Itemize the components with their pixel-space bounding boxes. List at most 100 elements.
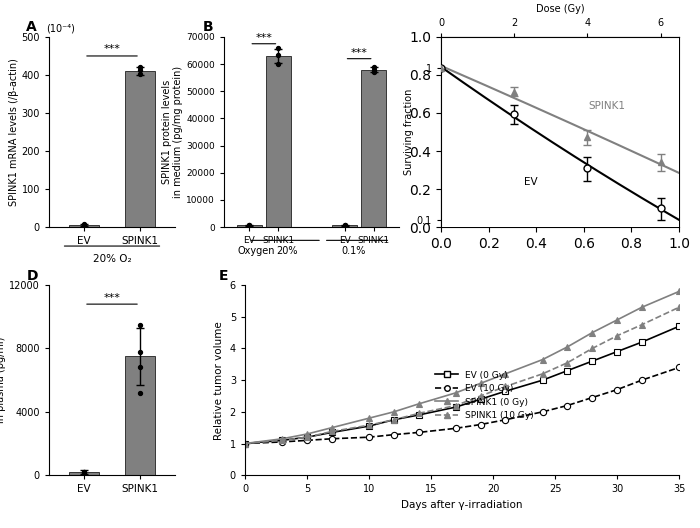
EV (0 Gy) <box>278 437 286 444</box>
Bar <box>125 356 155 475</box>
Bar <box>237 225 262 227</box>
EV (0 Gy) <box>452 404 460 410</box>
EV (10 Gy) <box>588 394 596 401</box>
EV (0 Gy) <box>538 377 547 383</box>
SPINK1 (10 Gy) <box>278 437 286 444</box>
EV (0 Gy) <box>675 323 683 329</box>
Text: E: E <box>219 269 228 282</box>
SPINK1 (0 Gy) <box>365 415 373 421</box>
EV (0 Gy) <box>241 440 249 447</box>
Point <box>244 222 255 230</box>
Point <box>134 347 146 356</box>
Text: SPINK1: SPINK1 <box>589 101 626 111</box>
Legend: EV (0 Gy), EV (10 Gy), SPINK1 (0 Gy), SPINK1 (10 Gy): EV (0 Gy), EV (10 Gy), SPINK1 (0 Gy), SP… <box>432 367 538 424</box>
EV (10 Gy) <box>452 425 460 431</box>
EV (0 Gy) <box>328 429 336 436</box>
SPINK1 (0 Gy) <box>588 329 596 336</box>
SPINK1 (0 Gy) <box>612 317 621 323</box>
SPINK1 (10 Gy) <box>675 304 683 310</box>
SPINK1 (0 Gy) <box>501 371 510 377</box>
Line: SPINK1 (10 Gy): SPINK1 (10 Gy) <box>242 304 682 447</box>
EV (0 Gy) <box>612 348 621 355</box>
EV (0 Gy) <box>303 434 312 440</box>
Point <box>134 363 146 372</box>
SPINK1 (0 Gy) <box>477 380 485 386</box>
Point <box>78 467 90 476</box>
Bar <box>332 225 357 227</box>
EV (10 Gy) <box>278 439 286 445</box>
Text: Oxygen: Oxygen <box>238 246 276 256</box>
Point <box>368 68 379 77</box>
SPINK1 (10 Gy) <box>612 333 621 339</box>
Text: (10⁻⁴): (10⁻⁴) <box>46 23 76 33</box>
EV (10 Gy) <box>303 437 312 444</box>
EV (0 Gy) <box>638 339 646 345</box>
Point <box>78 469 90 477</box>
EV (0 Gy) <box>414 412 423 418</box>
SPINK1 (0 Gy) <box>241 440 249 447</box>
Bar <box>266 56 291 227</box>
Y-axis label: SPINK1 protein levels
in medium (pg/mg protein): SPINK1 protein levels in medium (pg/mg p… <box>162 66 183 198</box>
Text: EV: EV <box>524 177 538 187</box>
Point <box>244 221 255 229</box>
Line: EV (0 Gy): EV (0 Gy) <box>242 323 682 447</box>
SPINK1 (10 Gy) <box>638 322 646 328</box>
Point <box>134 320 146 329</box>
Point <box>273 50 284 59</box>
Bar <box>361 70 386 227</box>
Y-axis label: SPINK1 mRNA levels (/β-actin): SPINK1 mRNA levels (/β-actin) <box>8 58 19 206</box>
SPINK1 (10 Gy) <box>365 422 373 428</box>
SPINK1 (0 Gy) <box>328 425 336 431</box>
SPINK1 (10 Gy) <box>241 440 249 447</box>
Text: ***: *** <box>351 49 368 59</box>
Point <box>134 389 146 397</box>
EV (10 Gy) <box>538 409 547 415</box>
Point <box>368 63 379 71</box>
EV (0 Gy) <box>501 388 510 394</box>
SPINK1 (10 Gy) <box>564 360 572 366</box>
Point <box>78 220 90 228</box>
EV (10 Gy) <box>675 364 683 371</box>
Point <box>134 63 146 72</box>
SPINK1 (0 Gy) <box>303 431 312 437</box>
SPINK1 (10 Gy) <box>414 410 423 417</box>
EV (10 Gy) <box>638 377 646 383</box>
Point <box>368 65 379 74</box>
EV (0 Gy) <box>390 417 398 423</box>
SPINK1 (10 Gy) <box>477 393 485 399</box>
SPINK1 (0 Gy) <box>538 356 547 363</box>
EV (10 Gy) <box>241 440 249 447</box>
SPINK1 (10 Gy) <box>452 402 460 409</box>
Text: D: D <box>27 269 38 282</box>
SPINK1 (10 Gy) <box>588 345 596 352</box>
EV (0 Gy) <box>365 423 373 429</box>
EV (10 Gy) <box>365 434 373 440</box>
Text: A: A <box>27 21 37 34</box>
Point <box>273 44 284 52</box>
X-axis label: Dose (Gy): Dose (Gy) <box>536 4 584 14</box>
Point <box>244 221 255 230</box>
SPINK1 (0 Gy) <box>414 401 423 407</box>
Text: 20% O₂: 20% O₂ <box>92 253 132 263</box>
Bar <box>125 71 155 227</box>
X-axis label: Days after γ-irradiation: Days after γ-irradiation <box>401 500 523 510</box>
Bar <box>69 225 99 227</box>
SPINK1 (0 Gy) <box>564 344 572 350</box>
EV (10 Gy) <box>612 386 621 393</box>
Line: SPINK1 (0 Gy): SPINK1 (0 Gy) <box>242 288 682 447</box>
SPINK1 (0 Gy) <box>390 409 398 415</box>
EV (0 Gy) <box>477 396 485 402</box>
EV (0 Gy) <box>588 358 596 364</box>
Bar <box>69 472 99 475</box>
Text: 20%: 20% <box>276 246 298 256</box>
EV (10 Gy) <box>501 417 510 423</box>
Point <box>78 221 90 229</box>
EV (10 Gy) <box>390 431 398 438</box>
SPINK1 (0 Gy) <box>278 436 286 442</box>
EV (10 Gy) <box>414 429 423 436</box>
Y-axis label: Relative tumor volume: Relative tumor volume <box>214 321 224 439</box>
Point <box>339 221 350 229</box>
Point <box>339 222 350 230</box>
Text: ***: *** <box>256 33 272 43</box>
Text: B: B <box>203 21 214 34</box>
